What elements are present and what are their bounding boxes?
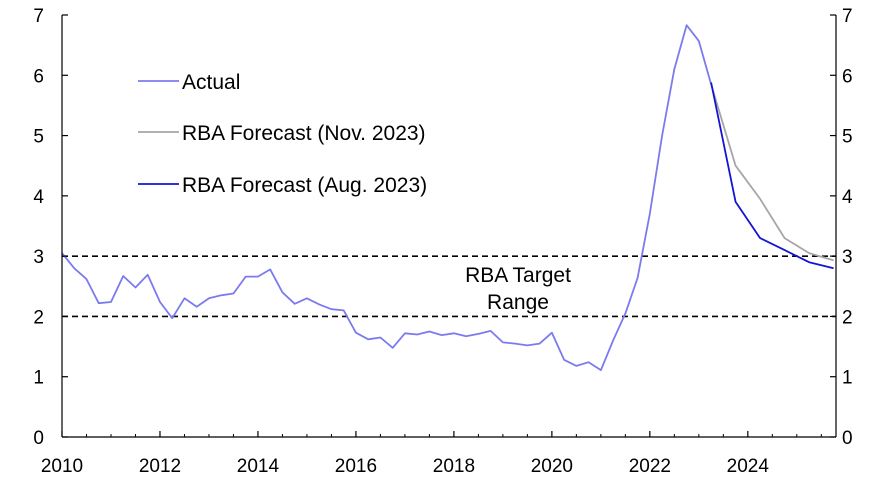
- left-y-tick-label: 0: [33, 428, 44, 449]
- left-y-tick-label: 1: [33, 368, 44, 389]
- x-tick-label: 2024: [727, 456, 770, 477]
- x-tick-label: 2020: [531, 456, 573, 477]
- left-y-tick-label: 3: [33, 247, 44, 268]
- series-layer: [61, 24, 834, 371]
- right-y-tick-label: 7: [842, 6, 853, 27]
- right-y-tick-label: 5: [842, 127, 853, 148]
- x-tick-label: 2016: [335, 456, 377, 477]
- target-band: [62, 255, 836, 318]
- left-y-tick-label: 4: [33, 187, 44, 208]
- right-y-tick-label: 3: [842, 247, 853, 268]
- left-y-tick-label: 6: [33, 66, 44, 87]
- legend-label-0: Actual: [182, 71, 240, 94]
- target-range-label-line1: RBA Target: [465, 264, 571, 287]
- legend-label-2: RBA Forecast (Aug. 2023): [182, 174, 427, 197]
- right-y-tick-label: 6: [842, 66, 853, 87]
- axes-layer: 0 0 1 1 2 2 3 3 4 4 5 5 6 6 7 7 2010 2012 2014 2016 2018 2020…: [33, 6, 853, 477]
- x-tick-label: 2014: [237, 456, 280, 477]
- right-y-tick-label: 1: [842, 368, 853, 389]
- x-tick-label: 2010: [41, 456, 83, 477]
- left-y-tick-label: 5: [33, 127, 44, 148]
- x-tick-label: 2012: [139, 456, 181, 477]
- legend-label-1: RBA Forecast (Nov. 2023): [182, 122, 426, 145]
- left-y-tick-label: 2: [33, 307, 44, 328]
- target-range-label-line2: Range: [487, 291, 549, 314]
- x-tick-label: 2022: [629, 456, 671, 477]
- series-line-1: [710, 84, 834, 262]
- left-y-tick-label: 7: [33, 6, 44, 27]
- annotation-layer: RBA Target Range: [465, 264, 571, 314]
- right-y-tick-label: 4: [842, 187, 853, 208]
- series-line-2: [710, 82, 834, 270]
- right-y-tick-label: 0: [842, 428, 853, 449]
- x-tick-label: 2018: [433, 456, 475, 477]
- right-y-tick-label: 2: [842, 307, 853, 328]
- legend: Actual RBA Forecast (Nov. 2023) RBA Foreca…: [138, 71, 427, 197]
- series-line-0: [61, 24, 712, 371]
